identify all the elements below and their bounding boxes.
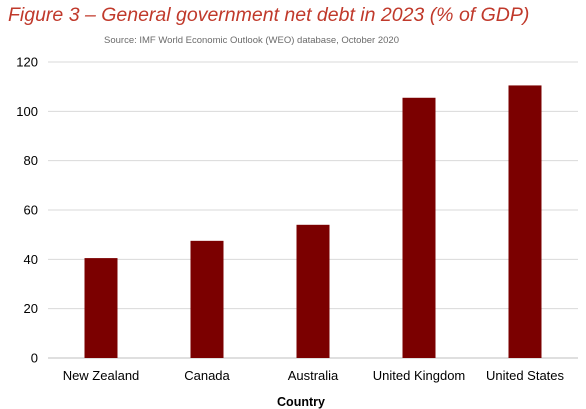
y-tick-label: 80	[24, 153, 38, 168]
bar	[84, 258, 118, 358]
x-tick-label: Canada	[184, 368, 230, 383]
x-tick-label: Australia	[288, 368, 339, 383]
bar	[296, 224, 330, 358]
bar	[508, 85, 542, 358]
x-axis-tick-labels: New Zealand Canada Australia United Kingdom…	[63, 368, 565, 383]
y-tick-label: 40	[24, 252, 38, 267]
y-tick-label: 100	[16, 104, 38, 119]
x-tick-label: United Kingdom	[373, 368, 466, 383]
x-tick-label: United States	[486, 368, 565, 383]
y-tick-label: 20	[24, 301, 38, 316]
y-axis-tick-labels: 0 20 40 60 80 100 120	[16, 55, 38, 366]
bar	[190, 240, 224, 358]
y-tick-label: 60	[24, 203, 38, 218]
chart-source-note: Source: IMF World Economic Outlook (WEO)…	[104, 35, 399, 46]
bar	[402, 97, 436, 359]
y-tick-label: 120	[16, 55, 38, 70]
x-tick-label: New Zealand	[63, 368, 140, 383]
y-tick-label: 0	[31, 351, 38, 366]
chart-title: Figure 3 – General government net debt i…	[8, 4, 530, 26]
bars	[84, 85, 542, 359]
x-axis-title: Country	[277, 395, 325, 409]
